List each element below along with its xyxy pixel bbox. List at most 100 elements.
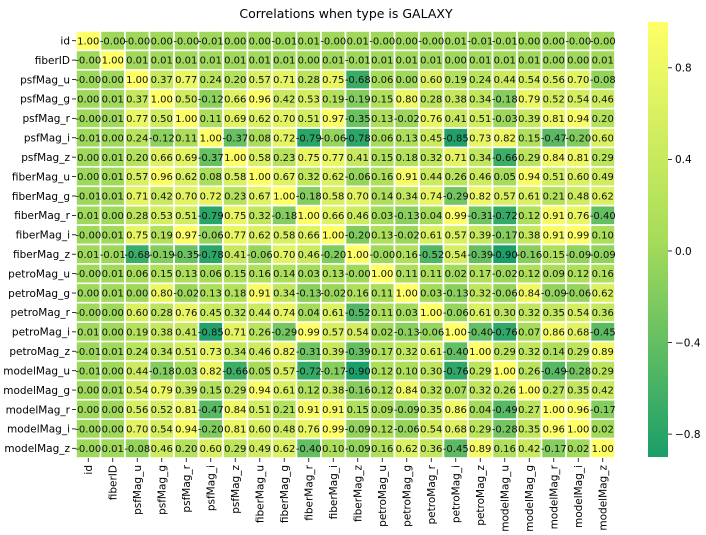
cell-value-label: 0.41 xyxy=(224,250,246,261)
cell-value-label: 0.01 xyxy=(126,56,148,67)
cell-value-label: 0.70 xyxy=(347,192,369,203)
cell-value-label: 0.75 xyxy=(322,75,344,86)
cell-value-label: 0.99 xyxy=(322,424,344,435)
cell-value-label: 0.54 xyxy=(445,250,467,261)
cell-value-label: 0.91 xyxy=(396,172,418,183)
x-tick-label: psfMag_g xyxy=(157,465,169,515)
cell-value-label: 0.00 xyxy=(77,405,99,416)
cell-value-label: -0.00 xyxy=(75,75,101,86)
cell-value-label: 1.00 xyxy=(396,289,418,300)
cell-value-label: 0.35 xyxy=(543,308,565,319)
y-tick-label: fiberMag_g xyxy=(12,191,70,203)
x-tick-label: fiberMag_z xyxy=(353,465,365,522)
cell-value-label: -0.90 xyxy=(345,366,371,377)
cell-value-label: 0.00 xyxy=(126,289,148,300)
cell-value-label: 0.86 xyxy=(543,327,565,338)
cell-value-label: 0.58 xyxy=(322,192,344,203)
cell-value-label: 0.51 xyxy=(543,172,565,183)
cell-value-label: 1.00 xyxy=(200,133,222,144)
cell-value-label: 0.00 xyxy=(543,56,565,67)
cell-value-label: -0.45 xyxy=(590,327,616,338)
cell-value-label: 0.00 xyxy=(445,56,467,67)
x-tick-label: modelMag_u xyxy=(500,465,512,532)
cell-value-label: -0.00 xyxy=(565,36,591,47)
cell-value-label: 0.42 xyxy=(592,386,614,397)
cell-value-label: -0.47 xyxy=(198,405,224,416)
cell-value-label: 0.01 xyxy=(102,269,124,280)
x-tick-label: fiberMag_u xyxy=(255,465,267,523)
cell-value-label: 0.00 xyxy=(77,153,99,164)
cell-value-label: 0.12 xyxy=(518,211,540,222)
cell-value-label: -0.17 xyxy=(492,230,518,241)
cell-value-label: 0.28 xyxy=(126,211,148,222)
cell-value-label: 0.01 xyxy=(592,56,614,67)
cell-value-label: -0.17 xyxy=(590,405,616,416)
cell-value-label: 0.44 xyxy=(126,366,148,377)
cell-value-label: -0.68 xyxy=(124,250,150,261)
cell-value-label: 0.12 xyxy=(371,424,393,435)
x-tick-label: fiberMag_g xyxy=(279,465,291,523)
cell-value-label: 0.01 xyxy=(175,56,197,67)
cell-value-label: 0.35 xyxy=(518,424,540,435)
cell-value-label: 0.51 xyxy=(175,347,197,358)
cell-value-label: 0.29 xyxy=(592,366,614,377)
cell-value-label: 0.29 xyxy=(494,347,516,358)
cell-value-label: 0.01 xyxy=(298,36,320,47)
cell-value-label: 0.32 xyxy=(518,308,540,319)
cell-value-label: -0.01 xyxy=(75,366,101,377)
cell-value-label: 0.29 xyxy=(224,386,246,397)
cell-value-label: 0.62 xyxy=(396,444,418,455)
cell-value-label: -0.00 xyxy=(590,36,616,47)
cell-value-label: 0.94 xyxy=(175,424,197,435)
cell-value-label: 0.01 xyxy=(469,56,491,67)
cell-value-label: -0.00 xyxy=(369,250,395,261)
cell-value-label: 0.80 xyxy=(151,289,173,300)
cell-value-label: -0.01 xyxy=(100,250,126,261)
cell-value-label: -0.18 xyxy=(492,95,518,106)
cell-value-label: -0.06 xyxy=(492,289,518,300)
cell-value-label: 0.03 xyxy=(396,308,418,319)
cell-value-label: 0.62 xyxy=(249,114,271,125)
cell-value-label: 0.00 xyxy=(396,75,418,86)
cell-value-label: 0.02 xyxy=(592,424,614,435)
cell-value-label: 0.99 xyxy=(298,327,320,338)
cell-value-label: -0.01 xyxy=(271,36,297,47)
cell-value-label: 0.54 xyxy=(567,95,589,106)
cell-value-label: 0.66 xyxy=(322,211,344,222)
cell-value-label: 0.79 xyxy=(518,95,540,106)
cell-value-label: 0.01 xyxy=(102,95,124,106)
cell-value-label: -0.19 xyxy=(345,95,371,106)
cell-value-label: 0.00 xyxy=(102,308,124,319)
cell-value-label: 0.72 xyxy=(273,133,295,144)
cell-value-label: 0.01 xyxy=(396,56,418,67)
cell-value-label: -0.20 xyxy=(565,133,591,144)
y-tick-label: modelMag_r xyxy=(6,404,71,416)
cell-value-label: 0.30 xyxy=(420,366,442,377)
cell-value-label: 0.60 xyxy=(200,444,222,455)
cell-value-label: 0.54 xyxy=(151,424,173,435)
cell-value-label: 0.39 xyxy=(322,347,344,358)
cell-value-label: 0.01 xyxy=(445,36,467,47)
cell-value-label: 0.29 xyxy=(592,153,614,164)
cell-value-label: 0.58 xyxy=(224,172,246,183)
cell-value-label: 0.21 xyxy=(273,405,295,416)
cell-value-label: 0.00 xyxy=(224,36,246,47)
cell-value-label: 0.84 xyxy=(518,289,540,300)
cell-value-label: 0.70 xyxy=(567,75,589,86)
cell-value-label: 0.71 xyxy=(273,75,295,86)
cell-value-label: 0.62 xyxy=(592,289,614,300)
cell-value-label: 0.96 xyxy=(151,172,173,183)
cell-value-label: -0.01 xyxy=(75,347,101,358)
cell-value-label: -0.09 xyxy=(394,405,420,416)
cell-value-label: 0.42 xyxy=(518,444,540,455)
cell-value-label: 0.39 xyxy=(175,386,197,397)
cell-value-label: -0.40 xyxy=(296,444,322,455)
x-tick-label: modelMag_g xyxy=(524,465,536,532)
cell-value-label: 0.27 xyxy=(543,386,565,397)
cell-value-label: 0.34 xyxy=(469,153,491,164)
cell-value-label: 0.21 xyxy=(543,192,565,203)
cell-value-label: 0.16 xyxy=(347,289,369,300)
y-tick-label: fiberMag_r xyxy=(14,210,70,222)
cell-value-label: -0.85 xyxy=(198,327,224,338)
cell-value-label: 0.03 xyxy=(371,211,393,222)
